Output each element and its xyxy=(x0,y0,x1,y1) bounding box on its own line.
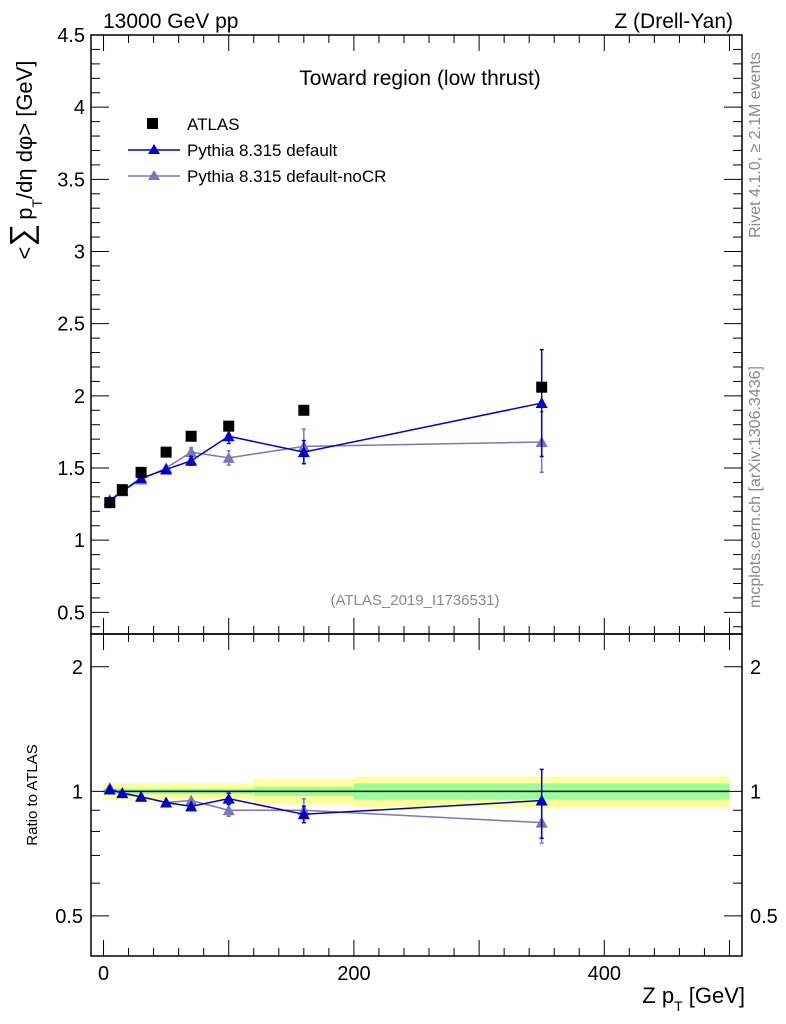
atlas-point xyxy=(135,466,147,478)
ratio-plot-frame xyxy=(90,633,743,957)
main-ytick-label: 4 xyxy=(74,97,85,119)
ratio-default-point xyxy=(297,808,310,820)
ratio-nocr-point xyxy=(185,794,198,806)
process-label: Z (Drell-Yan) xyxy=(614,10,733,33)
ratio-ytick-label-left: 1 xyxy=(72,781,83,803)
ratio-default-point xyxy=(160,796,173,808)
ratio-default-point xyxy=(222,792,235,804)
atlas-point xyxy=(298,404,310,416)
legend-default-label: Pythia 8.315 default xyxy=(187,141,338,160)
ratio-xtick-label: 0 xyxy=(98,963,109,985)
energy-label: 13000 GeV pp xyxy=(103,10,238,33)
legend-atlas-label: ATLAS xyxy=(187,115,240,134)
ylabel-sum: ∑ xyxy=(3,224,39,247)
mcplots-label: mcplots.cern.ch [arXiv:1306.3436] xyxy=(747,366,764,608)
legend-nocr-label: Pythia 8.315 default-noCR xyxy=(187,167,386,186)
main-default-line xyxy=(109,402,542,502)
ratio-xtick-label: 400 xyxy=(588,963,621,985)
main-ytick-label: 3 xyxy=(74,242,85,264)
xlabel-sub: T xyxy=(674,998,683,1014)
ylabel-p: p xyxy=(12,208,37,220)
ratio-default-point xyxy=(185,800,198,812)
ratio-default-point xyxy=(135,790,148,802)
main-series xyxy=(103,348,548,509)
ratio-axes: 0 200 400 0.5 0.5 1 1 2 2 xyxy=(55,634,778,985)
ratio-ytick-label-left: 2 xyxy=(72,657,83,679)
ratio-default-point xyxy=(116,787,129,799)
ratio-ylabel: Ratio to ATLAS xyxy=(24,744,41,845)
ratio-ytick-label-right: 1 xyxy=(750,781,761,803)
main-default-point xyxy=(185,454,198,466)
ratio-default-point xyxy=(103,783,116,795)
main-default-point xyxy=(535,397,548,409)
atlas-point xyxy=(536,381,548,393)
main-default-point xyxy=(160,463,173,475)
xlabel: Z pT [GeV] xyxy=(642,983,745,1014)
main-ytick-label: 2.5 xyxy=(57,314,85,336)
main-nocr-line xyxy=(109,441,542,501)
ratio-series xyxy=(103,768,548,844)
main-ytick-label: 3.5 xyxy=(57,169,85,191)
atlas-point xyxy=(160,446,172,458)
svg-text:<∑pT/dη dφ> [GeV]: <∑ pT/dη dφ> [GeV] xyxy=(3,61,45,260)
main-ytick-label: 0.5 xyxy=(57,602,85,624)
analysis-label: (ATLAS_2019_I1736531) xyxy=(330,592,499,609)
legend-nocr-marker xyxy=(148,170,160,180)
ratio-default-point xyxy=(535,794,548,806)
ylabel-open: < xyxy=(12,247,37,260)
xlabel-main: Z p xyxy=(642,983,674,1008)
rivet-label: Rivet 4.1.0, ≥ 2.1M events xyxy=(747,52,764,238)
main-ytick-label: 4.5 xyxy=(57,25,85,47)
legend-atlas-marker xyxy=(147,118,158,129)
ratio-ytick-label-right: 0.5 xyxy=(750,906,778,928)
main-nocr-point xyxy=(185,446,198,458)
main-ytick-label: 1 xyxy=(74,530,85,552)
ratio-nocr-point xyxy=(222,804,235,816)
atlas-point xyxy=(116,484,128,496)
chart-title: Toward region (low thrust) xyxy=(299,67,541,90)
atlas-point xyxy=(185,430,197,442)
xlabel-unit: [GeV] xyxy=(683,983,745,1008)
atlas-point xyxy=(104,497,116,509)
main-default-point xyxy=(297,446,310,458)
ratio-ytick-label-right: 2 xyxy=(750,657,761,679)
ylabel-rest: /dη dφ> [GeV] xyxy=(12,61,37,199)
legend: ATLAS Pythia 8.315 default Pythia 8.315 … xyxy=(128,115,386,186)
ratio-xtick-label: 200 xyxy=(337,963,370,985)
legend-default-marker xyxy=(148,144,160,154)
ratio-ytick-label-left: 0.5 xyxy=(55,906,83,928)
ylabel-sub: T xyxy=(29,199,45,208)
main-nocr-point xyxy=(222,451,235,463)
main-ytick-label: 2 xyxy=(74,386,85,408)
main-default-point xyxy=(222,430,235,442)
main-ylabel: <∑ pT/dη dφ> [GeV] xyxy=(3,61,45,260)
main-ytick-label: 1.5 xyxy=(57,458,85,480)
main-axes: 0.5 1 1.5 2 2.5 3 3.5 4 4.5 xyxy=(57,25,742,634)
atlas-point xyxy=(223,420,235,432)
